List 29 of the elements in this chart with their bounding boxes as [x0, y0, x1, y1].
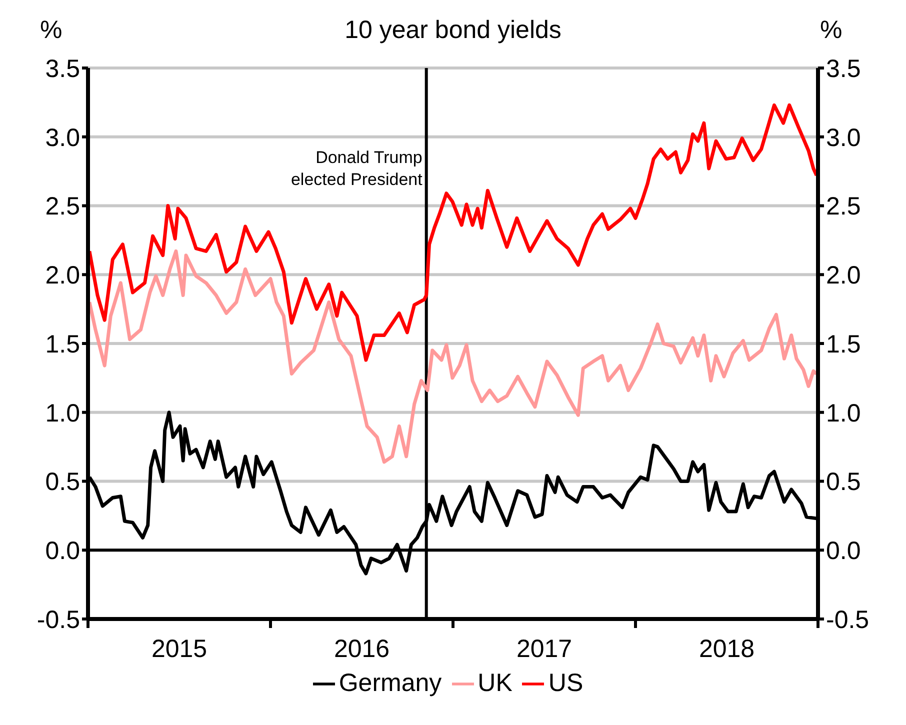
y2-tick-label: 1.5	[826, 330, 861, 358]
y-axis-title: %	[40, 16, 62, 45]
y-tick-label: 1.0	[45, 399, 80, 428]
chart-title: 10 year bond yields	[344, 16, 562, 44]
x-tick-label: 2015	[151, 635, 208, 663]
y-tick-label: 2.5	[45, 192, 80, 221]
y2-tick-label: 3.5	[826, 54, 861, 83]
x-tick-label: 2016	[334, 635, 390, 663]
ref-line-label: Donald Trump elected President	[290, 148, 423, 189]
y2-tick-label: 0.0	[826, 537, 861, 565]
y2-tick-label: 2.0	[826, 262, 861, 290]
y-tick-label: 3.0	[45, 124, 80, 152]
legend-label: Germany	[338, 669, 442, 697]
y-tick-label: 2.0	[45, 262, 80, 290]
y2-axis-title: %	[820, 16, 842, 45]
y-tick-label: 0.5	[45, 468, 80, 496]
y2-tick-label: 3.0	[826, 124, 861, 152]
y2-tick-label: 1.0	[826, 399, 861, 428]
y-tick-label: 1.5	[45, 330, 80, 358]
y-tick-label: 3.5	[45, 54, 80, 83]
y-tick-label: 0.0	[45, 537, 80, 565]
x-tick-label: 2018	[698, 635, 755, 663]
x-tick-label: 2017	[516, 635, 572, 663]
legend-label: US	[548, 669, 584, 697]
legend-label: UK	[478, 669, 512, 697]
y2-tick-label: 2.5	[826, 192, 861, 221]
y2-tick-label: 0.5	[826, 468, 861, 496]
y2-tick-label: -0.5	[826, 606, 870, 634]
y-tick-label: -0.5	[36, 606, 80, 634]
